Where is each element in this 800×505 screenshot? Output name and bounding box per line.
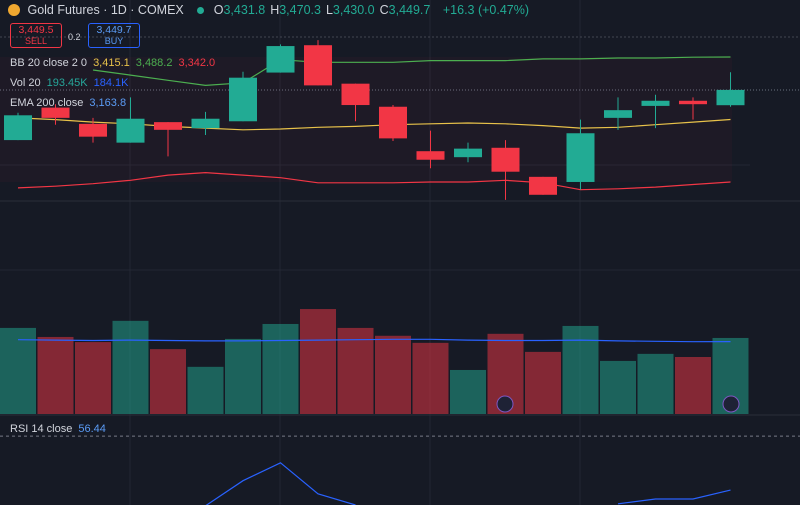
ohlc-key: C: [379, 3, 389, 17]
ohlc-key: O: [213, 3, 224, 17]
candle-body: [379, 106, 407, 139]
candle-body: [154, 122, 182, 130]
candle-body: [229, 77, 257, 122]
event-icon[interactable]: [722, 395, 740, 413]
volume-bar: [412, 342, 449, 414]
volume-bar: [600, 360, 636, 414]
legend-value: 193.45K: [46, 77, 88, 89]
volume-ma-line: [17, 338, 731, 343]
candle-body: [4, 115, 32, 141]
buy-label: BUY: [104, 36, 124, 46]
ohlc-value: 3,431.8: [223, 3, 266, 17]
indicator-line: [92, 56, 731, 87]
ohlc-value: 3,449.7: [388, 3, 431, 17]
ohlc-value: 3,470.3: [279, 3, 321, 17]
candle-body: [304, 45, 332, 86]
candle-body: [416, 151, 445, 160]
volume-bar: [37, 336, 74, 414]
legend-row: Vol 20 193.45K 184.1K: [10, 76, 134, 90]
volume-bar: [75, 342, 111, 414]
volume-bar: [375, 335, 411, 414]
legend-value: 3,415.1: [93, 57, 130, 69]
volume-bar: [525, 351, 561, 414]
legend-value: 3,163.8: [89, 97, 127, 109]
candle-body: [116, 118, 145, 143]
candle-body: [679, 100, 707, 105]
volume-bar: [300, 309, 336, 414]
change: +16.3 (+0.47%): [442, 3, 530, 17]
volume-bar: [150, 349, 186, 414]
ohlc-key: H: [270, 3, 280, 17]
candle-body: [41, 107, 70, 118]
event-icon[interactable]: [496, 395, 514, 413]
ohlc-value: 3,430.0: [332, 3, 375, 17]
sell-label: SELL: [24, 36, 48, 46]
volume-bar: [112, 320, 149, 414]
volume-bar: [637, 353, 674, 414]
candle-body: [716, 89, 745, 106]
legend-label: Vol 20: [10, 77, 41, 89]
rsi-line: [205, 462, 731, 505]
volume-bar: [675, 357, 711, 414]
candle-body: [566, 133, 595, 182]
candle-body: [454, 148, 482, 158]
legend-label: BB 20 close 2 0: [10, 57, 88, 69]
sell-button[interactable]: 3,449.5 SELL: [10, 23, 62, 48]
status-dot: [197, 7, 205, 14]
candle-body: [266, 46, 295, 73]
candle-body: [641, 100, 670, 106]
legend-label: RSI 14 close: [10, 423, 73, 435]
legend-label: EMA 200 close: [10, 97, 84, 109]
candle-body: [604, 110, 632, 118]
volume-bar: [187, 366, 224, 414]
ohlc-key: L: [325, 3, 333, 17]
legend-row: BB 20 close 2 0 3,415.1 3,488.2 3,342.0: [10, 56, 221, 70]
volume-bar: [262, 323, 299, 414]
legend-row: RSI 14 close 56.44: [10, 422, 112, 436]
candle-body: [191, 118, 220, 129]
legend-row: EMA 200 close 3,163.8: [10, 96, 132, 110]
buy-price: 3,449.7: [96, 24, 132, 36]
sell-price: 3,449.5: [18, 24, 54, 36]
candle-body: [79, 123, 107, 137]
volume-bar: [450, 369, 486, 414]
candle-body: [529, 176, 557, 195]
volume-bar: [337, 327, 374, 414]
candle-body: [341, 83, 370, 106]
volume-bar: [225, 338, 261, 414]
indicator-line: [17, 171, 731, 191]
spread: 0.2: [68, 32, 81, 42]
header: Gold Futures · 1D · COMEX O3,431.8 H3,470…: [8, 3, 533, 17]
buy-button[interactable]: 3,449.7 BUY: [88, 23, 140, 48]
legend-value: 56.44: [78, 423, 106, 435]
volume-bar: [0, 327, 36, 414]
legend-value: 184.1K: [93, 77, 129, 89]
symbol-icon: [8, 4, 20, 16]
legend-value: 3,342.0: [178, 57, 216, 69]
legend-value: 3,488.2: [135, 57, 173, 69]
volume-bar: [562, 325, 599, 414]
candle-body: [491, 147, 520, 172]
symbol-title: Gold Futures · 1D · COMEX: [27, 3, 184, 17]
